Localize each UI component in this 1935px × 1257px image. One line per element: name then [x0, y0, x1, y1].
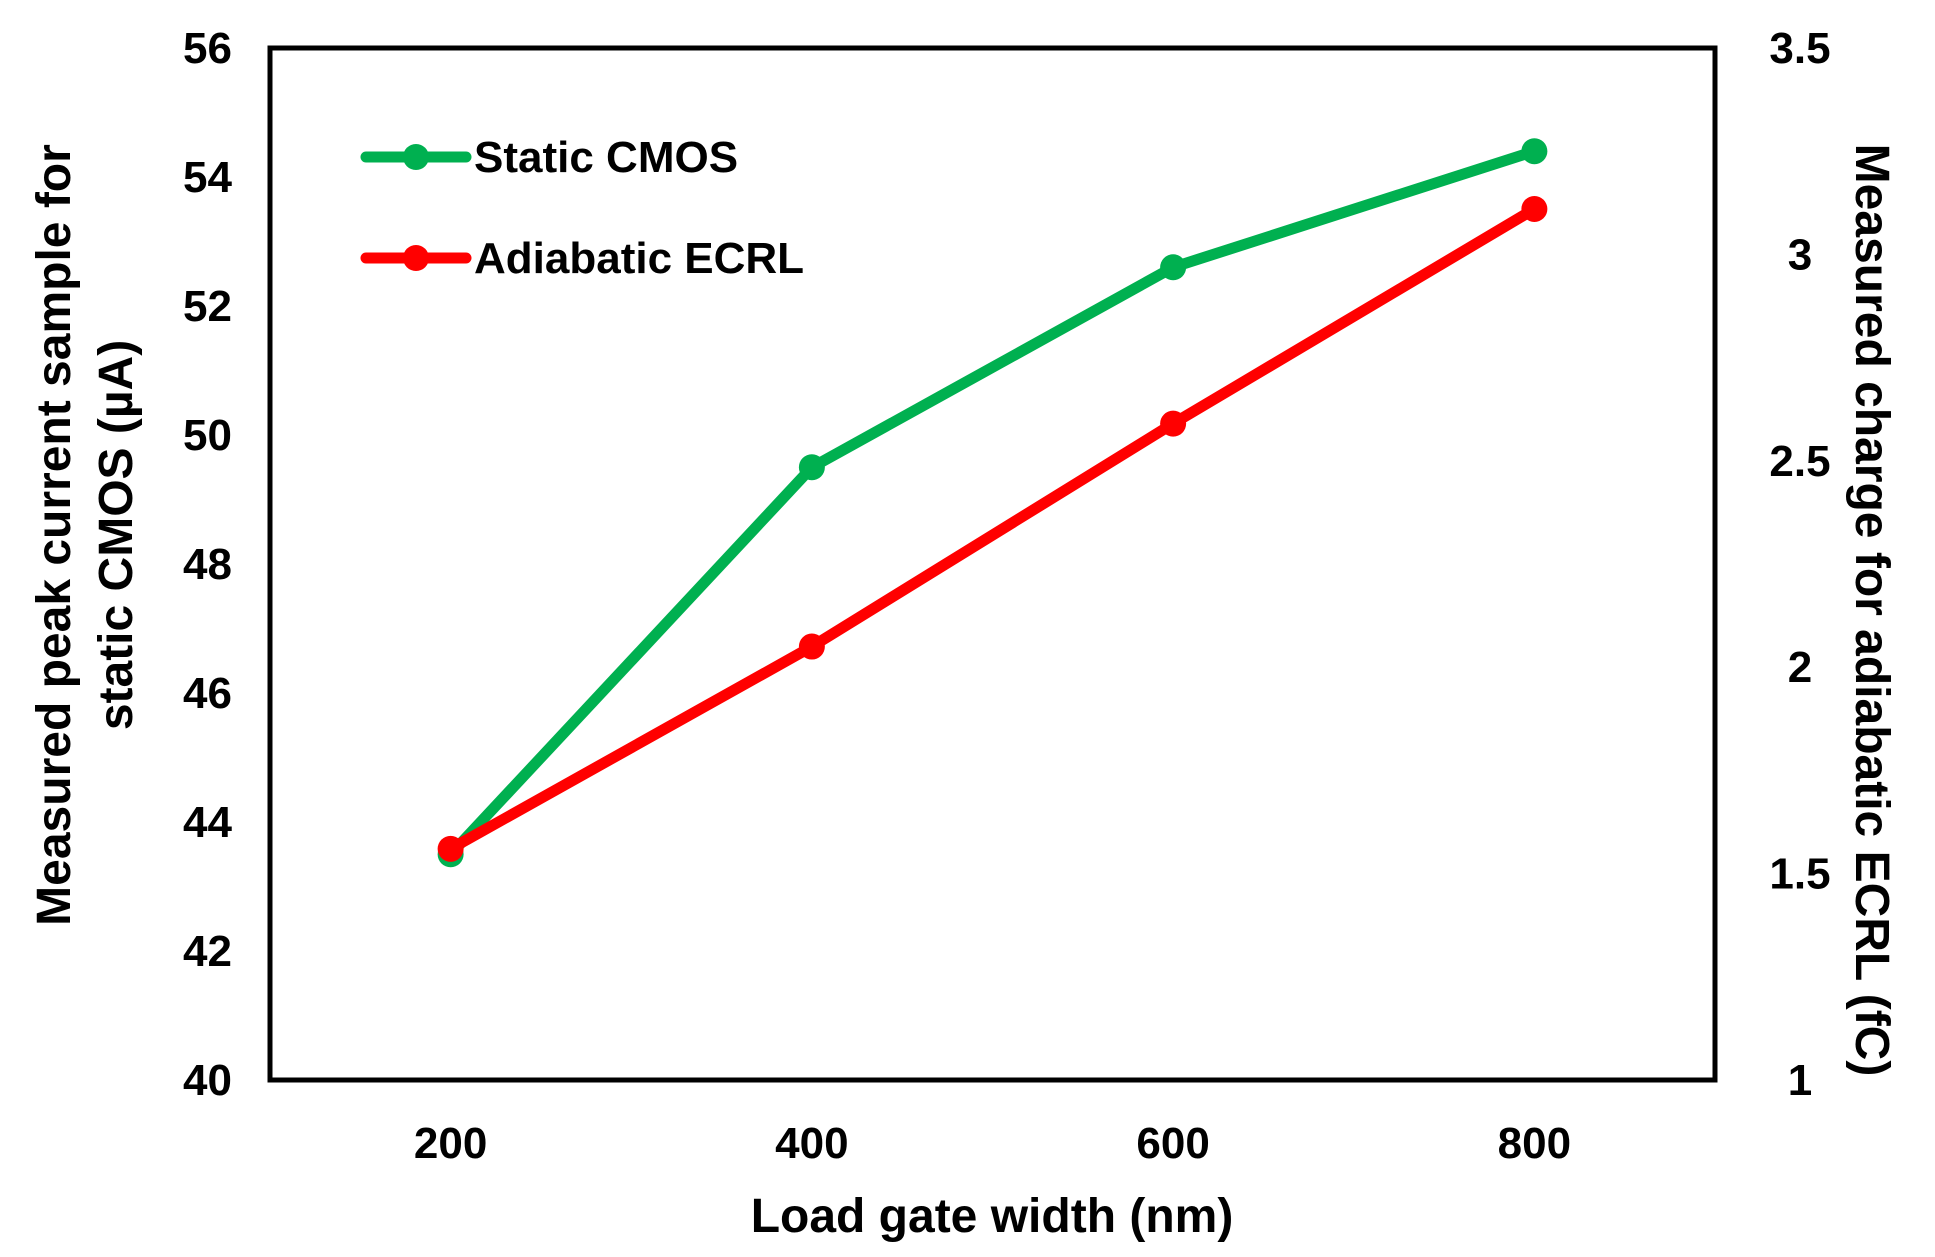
left-y-axis-title-line1: Measured peak current sample for [28, 144, 81, 926]
left-y-axis-title-line2: static CMOS (µA) [90, 340, 143, 730]
right-y-tick-label: 3.5 [1769, 24, 1830, 73]
legend-label: Static CMOS [474, 133, 738, 182]
x-axis-title: Load gate width (nm) [751, 1190, 1234, 1243]
data-point [798, 454, 825, 481]
right-y-tick-label: 2 [1788, 643, 1812, 692]
data-point [798, 633, 825, 660]
data-point [1521, 195, 1548, 222]
series-layer [437, 138, 1548, 868]
legend: Static CMOS Adiabatic ECRL [360, 133, 804, 283]
right-y-tick-label: 1.5 [1769, 850, 1830, 899]
left-y-tick-label: 42 [183, 927, 232, 976]
left-y-tick-label: 54 [183, 153, 232, 202]
legend-marker [403, 144, 429, 170]
legend-label: Adiabatic ECRL [474, 234, 804, 283]
left-y-tick-label: 48 [183, 540, 232, 589]
left-y-tick-label: 44 [183, 798, 232, 847]
data-point [1160, 254, 1187, 281]
data-point [1160, 410, 1187, 437]
legend-marker [403, 245, 429, 271]
right-y-axis-ticks: 1 1.5 2 2.5 3 3.5 [1769, 24, 1830, 1105]
left-y-tick-label: 46 [183, 669, 232, 718]
left-y-tick-label: 52 [183, 282, 232, 331]
x-tick-label: 400 [775, 1119, 848, 1168]
left-y-tick-label: 56 [183, 24, 232, 73]
left-y-axis-ticks: 40 42 44 46 48 50 52 54 56 [183, 24, 232, 1105]
data-point [1521, 138, 1548, 165]
data-point [437, 835, 464, 862]
series-line-adiabatic-ecrl [445, 203, 1540, 855]
x-axis-ticks: 200 400 600 800 [414, 1119, 1571, 1168]
x-tick-label: 200 [414, 1119, 487, 1168]
x-tick-label: 600 [1136, 1119, 1209, 1168]
left-y-tick-label: 40 [183, 1056, 232, 1105]
series-line-static-cmos [445, 145, 1540, 860]
left-y-tick-label: 50 [183, 411, 232, 460]
right-y-axis-title: Measured charge for adiabatic ECRL (fC) [1845, 144, 1898, 1077]
plot-frame [267, 45, 1718, 1083]
right-y-tick-label: 1 [1788, 1056, 1812, 1105]
right-y-tick-label: 3 [1788, 230, 1812, 279]
right-y-tick-label: 2.5 [1769, 437, 1830, 486]
x-tick-label: 800 [1498, 1119, 1571, 1168]
